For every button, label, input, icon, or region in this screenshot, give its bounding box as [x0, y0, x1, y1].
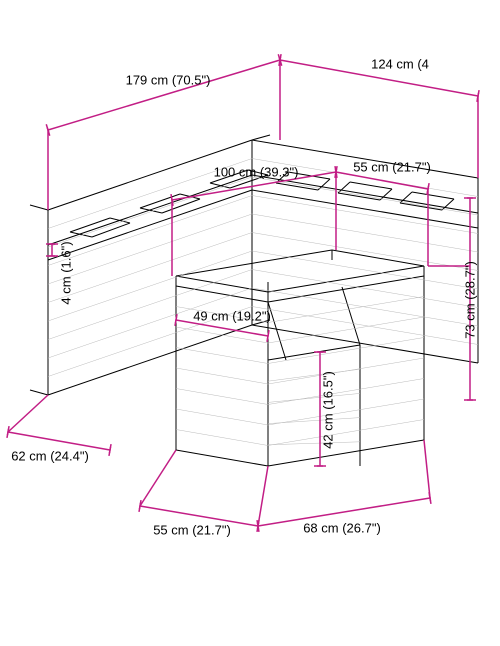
dim-label-inner-49: 49 cm (19.2")	[193, 309, 271, 324]
dim-label-table-top-100: 100 cm (39.3")	[214, 165, 299, 180]
dim-label-cushion-4: 4 cm (1.6")	[59, 241, 74, 304]
dim-label-inner-height-42: 42 cm (16.5")	[321, 371, 336, 449]
diagram-stage: 179 cm (70.5") 124 cm (4 100 cm (39.3") 55 …	[0, 0, 500, 641]
dim-label-depth-124: 124 cm (4	[371, 57, 429, 72]
dim-label-seat-62: 62 cm (24.4")	[11, 449, 89, 464]
dim-label-base-68: 68 cm (26.7")	[303, 521, 381, 536]
dim-label-table-side-55: 55 cm (21.7")	[353, 160, 431, 175]
dim-label-base-55: 55 cm (21.7")	[153, 523, 231, 538]
dim-label-height-73: 73 cm (28.7")	[463, 261, 478, 339]
dim-label-width-179: 179 cm (70.5")	[126, 73, 211, 88]
